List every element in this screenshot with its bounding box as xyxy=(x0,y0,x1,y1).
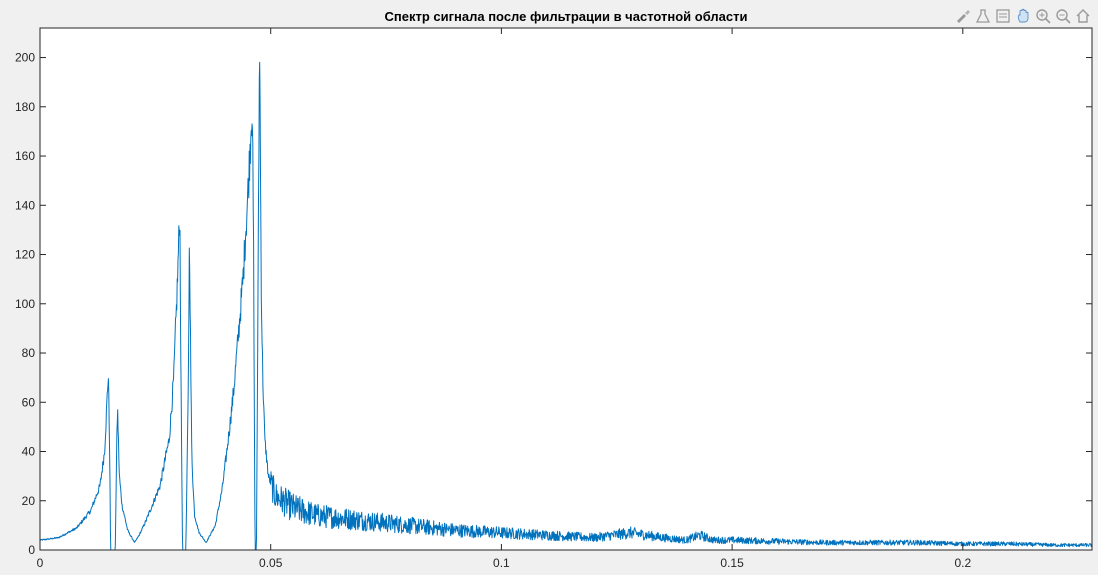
y-tick-label: 120 xyxy=(15,248,35,262)
x-tick-label: 0 xyxy=(37,556,44,570)
y-tick-label: 140 xyxy=(15,198,35,212)
datatip-icon[interactable] xyxy=(994,7,1012,25)
zoom-in-icon[interactable] xyxy=(1034,7,1052,25)
y-tick-label: 180 xyxy=(15,100,35,114)
series-line xyxy=(39,61,1093,551)
plot-area xyxy=(40,28,1092,550)
chart-title: Спектр сигнала после фильтрации в частот… xyxy=(384,9,747,24)
figure-toolbar xyxy=(954,6,1092,26)
brush-icon[interactable] xyxy=(954,7,972,25)
y-tick-label: 0 xyxy=(28,543,35,557)
y-tick-label: 100 xyxy=(15,297,35,311)
y-tick-label: 40 xyxy=(22,445,36,459)
pan-hand-icon[interactable] xyxy=(1014,7,1032,25)
home-icon[interactable] xyxy=(1074,7,1092,25)
axes-frame xyxy=(39,27,1093,551)
y-tick-label: 200 xyxy=(15,51,35,65)
x-tick-label: 0.2 xyxy=(954,556,971,570)
y-tick-label: 80 xyxy=(22,346,36,360)
x-tick-label: 0.1 xyxy=(493,556,510,570)
x-tick-label: 0.15 xyxy=(720,556,744,570)
zoom-out-icon[interactable] xyxy=(1054,7,1072,25)
x-tick-label: 0.05 xyxy=(259,556,283,570)
y-tick-label: 160 xyxy=(15,149,35,163)
axes-box xyxy=(39,27,1093,551)
x-axis: 0 0.05 0.1 0.15 0.2 xyxy=(37,28,971,570)
flask-icon[interactable] xyxy=(974,7,992,25)
y-tick-label: 60 xyxy=(22,395,36,409)
y-axis: 0 20 40 60 80 100 120 140 160 180 200 xyxy=(15,51,1092,557)
y-tick-label: 20 xyxy=(22,494,36,508)
